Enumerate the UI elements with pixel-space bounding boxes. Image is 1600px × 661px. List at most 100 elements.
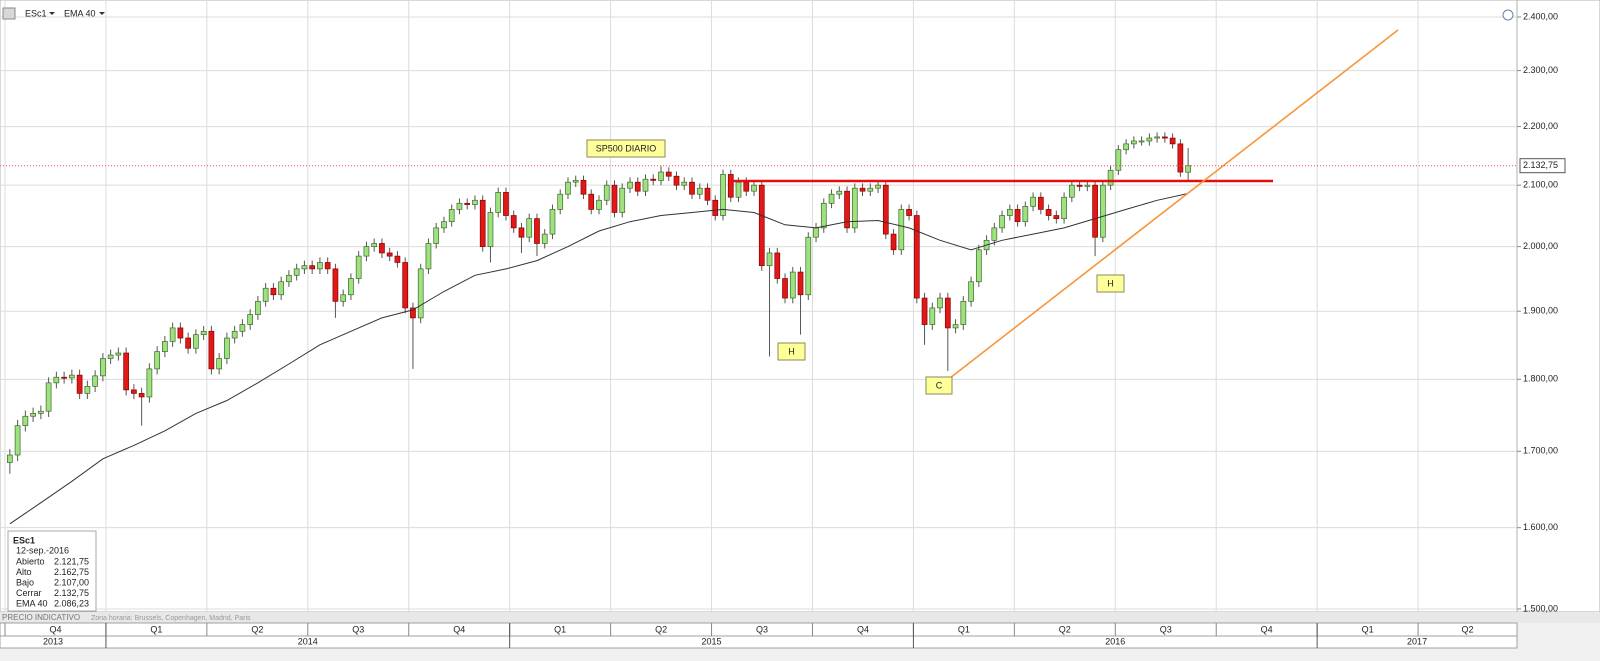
candle-body	[239, 324, 246, 332]
candle-body	[1068, 184, 1075, 198]
info-label: Abierto	[16, 556, 45, 566]
candle-body	[557, 193, 564, 210]
candle-body	[634, 181, 641, 192]
symbol-menu[interactable]: ESc1	[25, 8, 47, 18]
candle-body	[913, 215, 920, 299]
candle-body	[169, 327, 176, 342]
candle-body	[859, 187, 866, 192]
candle-body	[138, 393, 145, 398]
candle-body	[448, 209, 455, 223]
candle-body	[348, 278, 354, 296]
candle-body	[1053, 215, 1060, 219]
quarter-label: Q4	[1261, 624, 1273, 634]
candle-body	[441, 221, 447, 229]
candle-body	[270, 287, 277, 296]
candle-body	[472, 199, 478, 205]
y-tick-label: 1.500,00	[1523, 603, 1558, 613]
candle-body	[828, 193, 835, 204]
y-tick-label: 2.300,00	[1523, 65, 1558, 75]
candle-body	[619, 187, 626, 213]
candle-body	[363, 246, 370, 257]
candle-body	[510, 215, 517, 229]
candle-body	[464, 202, 471, 205]
candle-body	[262, 287, 269, 302]
trend-line	[949, 29, 1399, 379]
year-label: 2017	[1407, 636, 1427, 646]
quarter-label: Q2	[1462, 624, 1474, 634]
candle-body	[704, 187, 711, 201]
candle-body	[479, 199, 486, 247]
candle-body	[231, 330, 238, 339]
candle-body	[14, 425, 21, 456]
quarter-label: Q2	[655, 624, 667, 634]
candle-body	[487, 212, 494, 247]
clock-icon[interactable]	[1502, 9, 1514, 21]
annotation-box	[925, 376, 953, 395]
dropdown-arrow[interactable]	[49, 12, 55, 15]
candle-body	[45, 382, 52, 412]
info-value: 2.086,23	[54, 598, 89, 608]
info-symbol: ESc1	[13, 535, 35, 545]
candle-body	[22, 415, 29, 427]
candle-body	[1099, 184, 1106, 238]
info-label: EMA 40	[16, 598, 48, 608]
candle-body	[898, 209, 905, 251]
candle-body	[526, 218, 533, 238]
candle-body	[1154, 136, 1160, 139]
candle-body	[743, 181, 750, 192]
candle-body	[324, 262, 331, 270]
candle-body	[193, 334, 199, 349]
quarter-label: Q1	[150, 624, 162, 634]
chart-title: SP500 DIARIO	[596, 143, 657, 153]
candle-body	[991, 227, 998, 241]
candle-body	[332, 268, 339, 302]
quarter-label: Q1	[554, 624, 566, 634]
candle-body	[805, 236, 812, 296]
candle-body	[216, 358, 222, 370]
candle-body	[565, 181, 571, 195]
candle-body	[720, 174, 726, 216]
candle-body	[820, 202, 827, 229]
candle-body	[1092, 184, 1098, 238]
candle-body	[929, 307, 936, 325]
candle-body	[921, 297, 928, 325]
indicator-menu[interactable]: EMA 40	[64, 8, 96, 18]
info-box	[7, 530, 97, 612]
candle-body	[782, 278, 788, 299]
dropdown-arrow[interactable]	[99, 12, 105, 15]
year-row	[0, 635, 1518, 649]
candle-body	[735, 181, 742, 198]
y-tick-label: 2.100,00	[1523, 180, 1558, 190]
candle-body	[1037, 196, 1044, 210]
candle-body	[177, 327, 184, 339]
candle-body	[665, 171, 672, 177]
candle-body	[309, 265, 316, 270]
candle-body	[1115, 149, 1122, 171]
toolbar-icon[interactable]	[2, 7, 16, 20]
candle-body	[1123, 143, 1129, 151]
quarter-label: Q1	[1362, 624, 1374, 634]
candle-body	[890, 233, 897, 251]
footer-zone: Zona horaria: Brussels, Copenhagen, Madr…	[91, 615, 251, 622]
quarter-label: Q4	[49, 624, 61, 634]
candle-body	[572, 180, 579, 183]
candle-body	[1084, 184, 1091, 187]
plot-area	[0, 0, 1518, 613]
candle-body	[293, 268, 300, 276]
candle-body	[882, 184, 889, 235]
candle-body	[107, 354, 114, 359]
candle-body	[611, 184, 618, 213]
candle-body	[712, 199, 719, 216]
candle-body	[146, 368, 153, 398]
candle-body	[1022, 205, 1029, 223]
year-label: 2014	[298, 636, 318, 646]
candle-body	[1076, 184, 1083, 187]
candle-body	[301, 265, 308, 270]
candle-body	[797, 271, 804, 296]
annotation: H	[788, 346, 795, 356]
candle-body	[355, 255, 362, 279]
candle-body	[402, 262, 409, 309]
candle-body	[131, 389, 137, 394]
